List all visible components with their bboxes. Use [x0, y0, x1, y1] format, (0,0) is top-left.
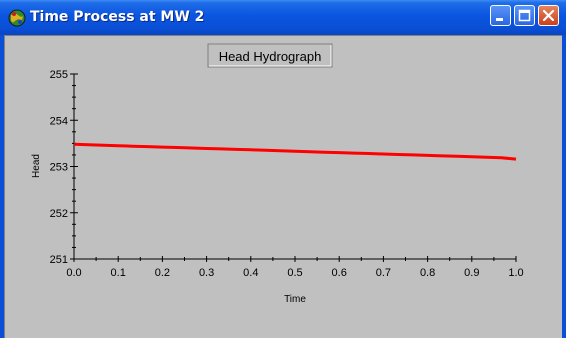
chart-area: Head Hydrograph Head Time 0.0 0.1 0.2 0.3 0.… [4, 35, 562, 338]
title-bar[interactable]: Time Process at MW 2 [0, 0, 566, 35]
window-title: Time Process at MW 2 [30, 9, 205, 25]
x-tick-label: 0.4 [243, 267, 258, 279]
chart-title-box [207, 43, 333, 68]
app-globe-icon [8, 9, 26, 27]
x-tick-label: 0.3 [199, 267, 214, 279]
x-tick-label: 0.5 [287, 267, 302, 279]
y-tick-label: 251 [50, 254, 68, 266]
y-axis-label: Head [31, 154, 42, 178]
y-tick-label: 254 [50, 115, 68, 127]
x-tick-label: 0.9 [464, 267, 479, 279]
chart-title: Head Hydrograph [219, 49, 322, 64]
head-hydrograph-chart: Head Hydrograph Head Time 0.0 0.1 0.2 0.3 0.… [31, 43, 524, 305]
maximize-icon [518, 9, 531, 22]
x-tick-label: 0.0 [66, 267, 81, 279]
x-tick-label: 0.6 [332, 267, 347, 279]
x-tick-label: 1.0 [508, 267, 523, 279]
close-icon [542, 9, 555, 22]
head-series-line [73, 142, 517, 161]
y-tick-label: 252 [50, 208, 68, 220]
x-tick-label: 0.1 [111, 267, 126, 279]
x-axis-label: Time [284, 294, 306, 305]
y-tick-label: 255 [50, 69, 68, 81]
minimize-button[interactable] [490, 5, 511, 26]
close-button[interactable] [538, 5, 559, 26]
minimize-icon [496, 18, 503, 21]
maximize-button[interactable] [514, 5, 535, 26]
x-tick-label: 0.7 [376, 267, 391, 279]
y-tick-label: 253 [50, 162, 68, 174]
x-tick-label: 0.2 [155, 267, 170, 279]
x-tick-label: 0.8 [420, 267, 435, 279]
